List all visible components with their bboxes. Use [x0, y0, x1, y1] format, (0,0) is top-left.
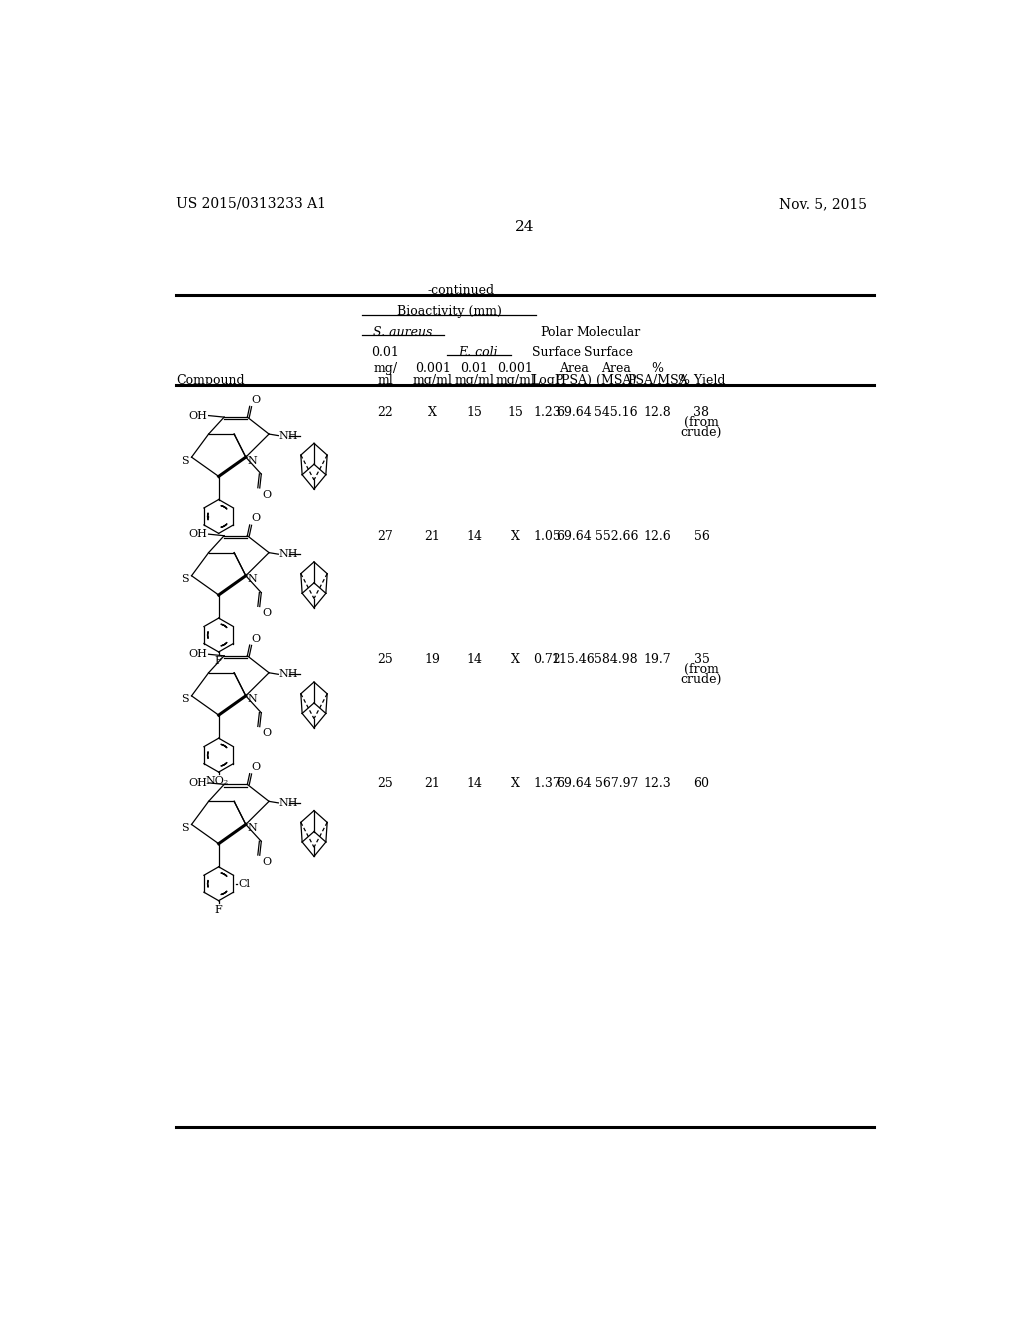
Text: NH: NH — [279, 797, 298, 808]
Text: 567.97: 567.97 — [595, 777, 638, 791]
Text: OH: OH — [188, 777, 207, 788]
Text: Polar: Polar — [540, 326, 573, 339]
Text: F: F — [215, 904, 222, 915]
Text: O: O — [263, 609, 272, 618]
Text: NO₂: NO₂ — [206, 776, 228, 785]
Text: LogP: LogP — [531, 374, 563, 387]
Text: (from: (from — [684, 416, 719, 429]
Text: 19: 19 — [425, 653, 440, 665]
Text: OH: OH — [188, 411, 207, 421]
Text: 0.001: 0.001 — [498, 363, 534, 375]
Text: Cl: Cl — [238, 879, 250, 888]
Text: X: X — [511, 777, 520, 791]
Text: 0.001: 0.001 — [415, 363, 451, 375]
Text: crude): crude) — [681, 426, 722, 440]
Text: %: % — [651, 363, 664, 375]
Text: 0.01: 0.01 — [461, 363, 488, 375]
Text: 24: 24 — [515, 220, 535, 234]
Text: 12.8: 12.8 — [643, 407, 671, 420]
Text: (from: (from — [684, 663, 719, 676]
Text: O: O — [251, 762, 260, 772]
Text: N: N — [248, 822, 257, 833]
Text: 69.64: 69.64 — [556, 529, 592, 543]
Text: 15: 15 — [508, 407, 523, 420]
Text: 1.05: 1.05 — [534, 529, 561, 543]
Text: S: S — [180, 574, 188, 585]
Text: Area: Area — [601, 363, 631, 375]
Text: O: O — [251, 513, 260, 524]
Text: Area: Area — [559, 363, 589, 375]
Text: 552.66: 552.66 — [595, 529, 638, 543]
Text: S. aureus: S. aureus — [374, 326, 433, 339]
Text: crude): crude) — [681, 673, 722, 686]
Text: 12.6: 12.6 — [643, 529, 671, 543]
Text: O: O — [251, 634, 260, 644]
Text: 1.37: 1.37 — [534, 777, 561, 791]
Text: 38: 38 — [693, 407, 710, 420]
Text: 35: 35 — [693, 653, 710, 665]
Text: Molecular: Molecular — [577, 326, 641, 339]
Text: S: S — [180, 455, 188, 466]
Text: Surface: Surface — [532, 346, 581, 359]
Text: ml: ml — [378, 374, 393, 387]
Text: mg/ml: mg/ml — [455, 374, 495, 387]
Text: S: S — [180, 822, 188, 833]
Text: O: O — [263, 729, 272, 738]
Text: N: N — [248, 455, 257, 466]
Text: X: X — [428, 407, 437, 420]
Text: (MSA): (MSA) — [596, 374, 636, 387]
Text: 21: 21 — [425, 529, 440, 543]
Text: 14: 14 — [466, 529, 482, 543]
Text: 584.98: 584.98 — [595, 653, 638, 665]
Text: 60: 60 — [693, 777, 710, 791]
Text: 0.01: 0.01 — [372, 346, 399, 359]
Text: 19.7: 19.7 — [643, 653, 671, 665]
Text: Compound: Compound — [176, 374, 245, 387]
Text: F: F — [215, 656, 222, 665]
Text: 21: 21 — [425, 777, 440, 791]
Text: O: O — [263, 490, 272, 499]
Text: 69.64: 69.64 — [556, 407, 592, 420]
Text: 56: 56 — [693, 529, 710, 543]
Text: Surface: Surface — [584, 346, 633, 359]
Text: 69.64: 69.64 — [556, 777, 592, 791]
Text: OH: OH — [188, 649, 207, 659]
Text: 15: 15 — [467, 407, 482, 420]
Text: NH: NH — [279, 549, 298, 560]
Text: N: N — [248, 694, 257, 705]
Text: 0.72: 0.72 — [534, 653, 561, 665]
Text: 1.23: 1.23 — [534, 407, 561, 420]
Text: 115.46: 115.46 — [552, 653, 596, 665]
Text: mg/: mg/ — [373, 363, 397, 375]
Text: S: S — [180, 694, 188, 705]
Text: % Yield: % Yield — [678, 374, 725, 387]
Text: 12.3: 12.3 — [643, 777, 671, 791]
Text: OH: OH — [188, 529, 207, 539]
Text: PSA/MSA: PSA/MSA — [627, 374, 688, 387]
Text: N: N — [248, 574, 257, 585]
Text: NH: NH — [279, 669, 298, 680]
Text: Nov. 5, 2015: Nov. 5, 2015 — [779, 197, 867, 211]
Text: 545.16: 545.16 — [595, 407, 638, 420]
Text: 25: 25 — [378, 653, 393, 665]
Text: 25: 25 — [378, 777, 393, 791]
Text: mg/ml: mg/ml — [413, 374, 453, 387]
Text: NH: NH — [279, 430, 298, 441]
Text: O: O — [251, 395, 260, 405]
Text: O: O — [263, 857, 272, 867]
Text: X: X — [511, 653, 520, 665]
Text: X: X — [511, 529, 520, 543]
Text: 14: 14 — [466, 653, 482, 665]
Text: US 2015/0313233 A1: US 2015/0313233 A1 — [176, 197, 326, 211]
Text: -continued: -continued — [428, 284, 495, 297]
Text: 14: 14 — [466, 777, 482, 791]
Text: Bioactivity (mm): Bioactivity (mm) — [397, 305, 502, 318]
Text: mg/ml: mg/ml — [496, 374, 536, 387]
Text: E. coli: E. coli — [459, 346, 498, 359]
Text: (PSA): (PSA) — [556, 374, 592, 387]
Text: 22: 22 — [378, 407, 393, 420]
Text: 27: 27 — [378, 529, 393, 543]
